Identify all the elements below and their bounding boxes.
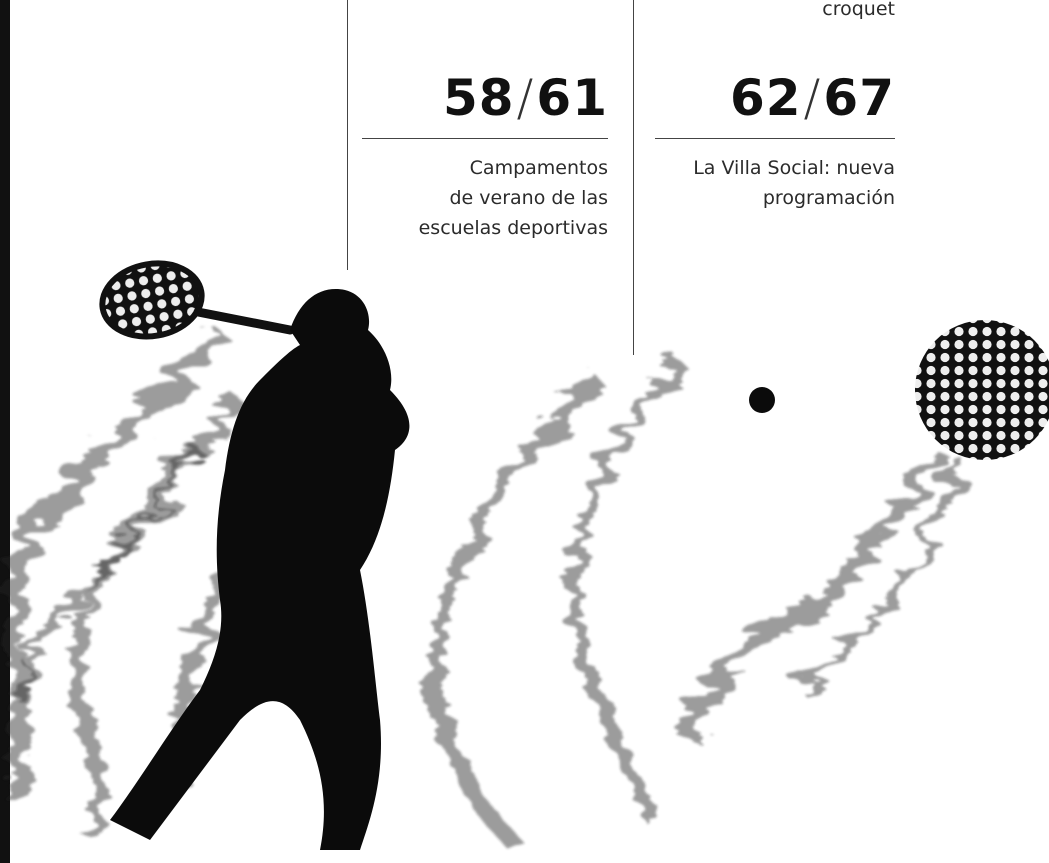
column-divider xyxy=(347,0,348,270)
description-line: de verano de las xyxy=(362,183,608,213)
rule xyxy=(362,138,608,139)
index-item: 62/67 La Villa Social: nueva programació… xyxy=(655,68,895,213)
description-line: escuelas deportivas xyxy=(362,213,608,243)
page-range: 62/67 xyxy=(655,68,895,128)
description: La Villa Social: nueva programación xyxy=(655,153,895,213)
racket xyxy=(97,256,290,344)
column-divider xyxy=(633,0,634,355)
page-range: 58/61 xyxy=(362,68,608,128)
description-line: croquet xyxy=(655,0,895,24)
description-line: programación xyxy=(655,183,895,213)
description-line: La Villa Social: nueva xyxy=(655,153,895,183)
description: Campamentos de verano de las escuelas de… xyxy=(362,153,608,243)
ball-small xyxy=(749,387,775,413)
description-line: Campamentos xyxy=(362,153,608,183)
index-item: 58/61 Campamentos de verano de las escue… xyxy=(362,68,608,243)
page: {"top_item": {"lines": ["croquet"]}, "it… xyxy=(0,0,1049,863)
top-item: croquet xyxy=(655,0,895,24)
page-to: 61 xyxy=(536,69,608,127)
edge xyxy=(0,0,10,863)
page-to: 67 xyxy=(823,69,895,127)
smoke-right xyxy=(435,360,960,850)
page-from: 58 xyxy=(443,69,515,127)
separator: / xyxy=(804,69,822,127)
rule xyxy=(655,138,895,139)
ball-dotted xyxy=(915,320,1049,460)
page-from: 62 xyxy=(730,69,802,127)
player xyxy=(110,289,409,850)
page-body: croquet 58/61 Campamentos de verano de l… xyxy=(0,0,1049,863)
separator: / xyxy=(517,69,535,127)
